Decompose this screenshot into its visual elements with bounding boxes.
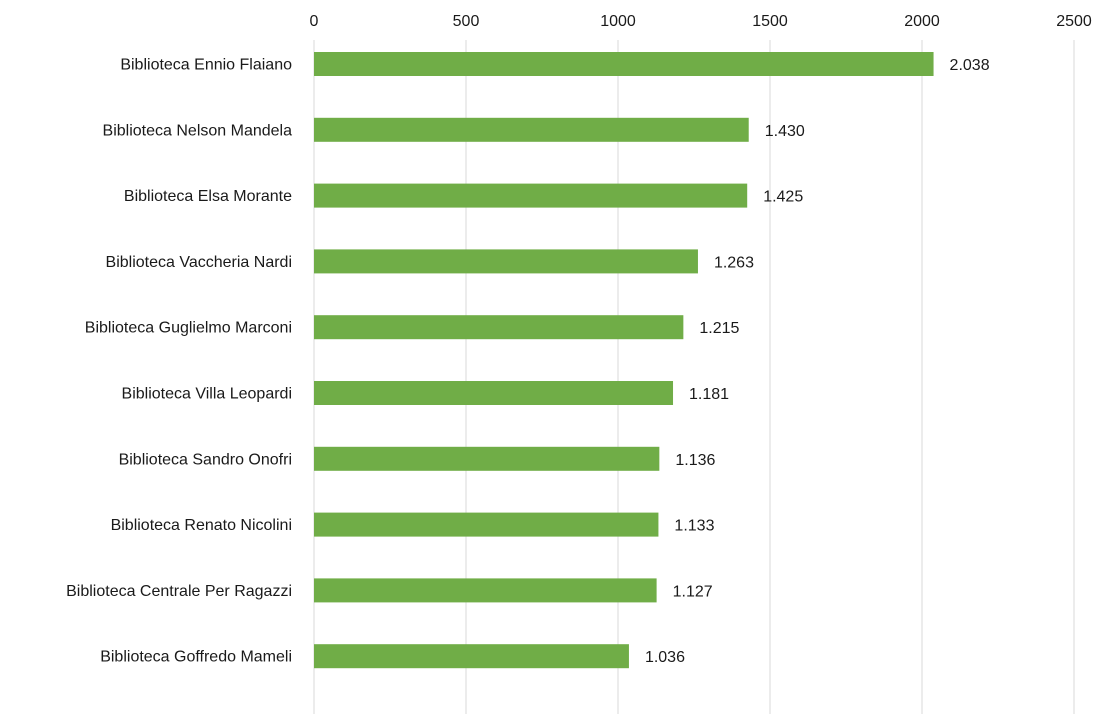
x-tick-label-0: 0 xyxy=(310,13,319,30)
data-label-4: 1.263 xyxy=(714,254,754,271)
gridlines xyxy=(313,40,1075,714)
bar-6 xyxy=(314,381,674,405)
data-label-8: 1.133 xyxy=(674,518,714,535)
bar-5 xyxy=(314,315,684,340)
x-axis-ticks: 0 500 1000 1500 2000 2500 xyxy=(310,13,1092,30)
category-label-7: Biblioteca Sandro Onofri xyxy=(119,451,292,468)
category-label-2: Biblioteca Nelson Mandela xyxy=(103,122,293,139)
category-label-8: Biblioteca Renato Nicolini xyxy=(111,517,292,534)
x-tick-label-1500: 1500 xyxy=(752,13,788,30)
data-label-2: 1.430 xyxy=(765,123,805,140)
bar-10 xyxy=(314,644,629,669)
x-tick-label-500: 500 xyxy=(453,13,480,30)
bar-8 xyxy=(314,512,659,537)
category-label-10: Biblioteca Goffredo Mameli xyxy=(100,649,292,666)
data-label-10: 1.036 xyxy=(645,649,685,666)
category-labels: Biblioteca Ennio Flaiano Biblioteca Nelso… xyxy=(66,57,292,666)
bar-3 xyxy=(314,183,748,208)
data-label-6: 1.181 xyxy=(689,386,729,403)
category-label-6: Biblioteca Villa Leopardi xyxy=(122,386,292,403)
data-label-1: 2.038 xyxy=(950,57,990,74)
data-label-7: 1.136 xyxy=(675,452,715,469)
data-label-3: 1.425 xyxy=(763,189,803,206)
category-label-5: Biblioteca Guglielmo Marconi xyxy=(85,320,292,337)
category-label-9: Biblioteca Centrale Per Ragazzi xyxy=(66,583,292,600)
x-tick-label-1000: 1000 xyxy=(600,13,636,30)
category-label-4: Biblioteca Vaccheria Nardi xyxy=(106,254,292,271)
bar-4 xyxy=(314,249,698,274)
bar-7 xyxy=(314,446,660,471)
data-label-5: 1.215 xyxy=(699,320,739,337)
data-label-9: 1.127 xyxy=(673,583,713,600)
x-tick-label-2500: 2500 xyxy=(1056,13,1092,30)
bar-9 xyxy=(314,578,657,603)
data-labels: 2.038 1.430 1.425 1.263 1.215 1.181 1.136 1.133… xyxy=(645,57,990,666)
category-label-3: Biblioteca Elsa Morante xyxy=(124,188,292,205)
category-label-1: Biblioteca Ennio Flaiano xyxy=(120,57,292,74)
x-tick-label-2000: 2000 xyxy=(904,13,940,30)
bars xyxy=(314,52,934,669)
bar-1 xyxy=(314,52,934,76)
bar-2 xyxy=(314,117,749,142)
